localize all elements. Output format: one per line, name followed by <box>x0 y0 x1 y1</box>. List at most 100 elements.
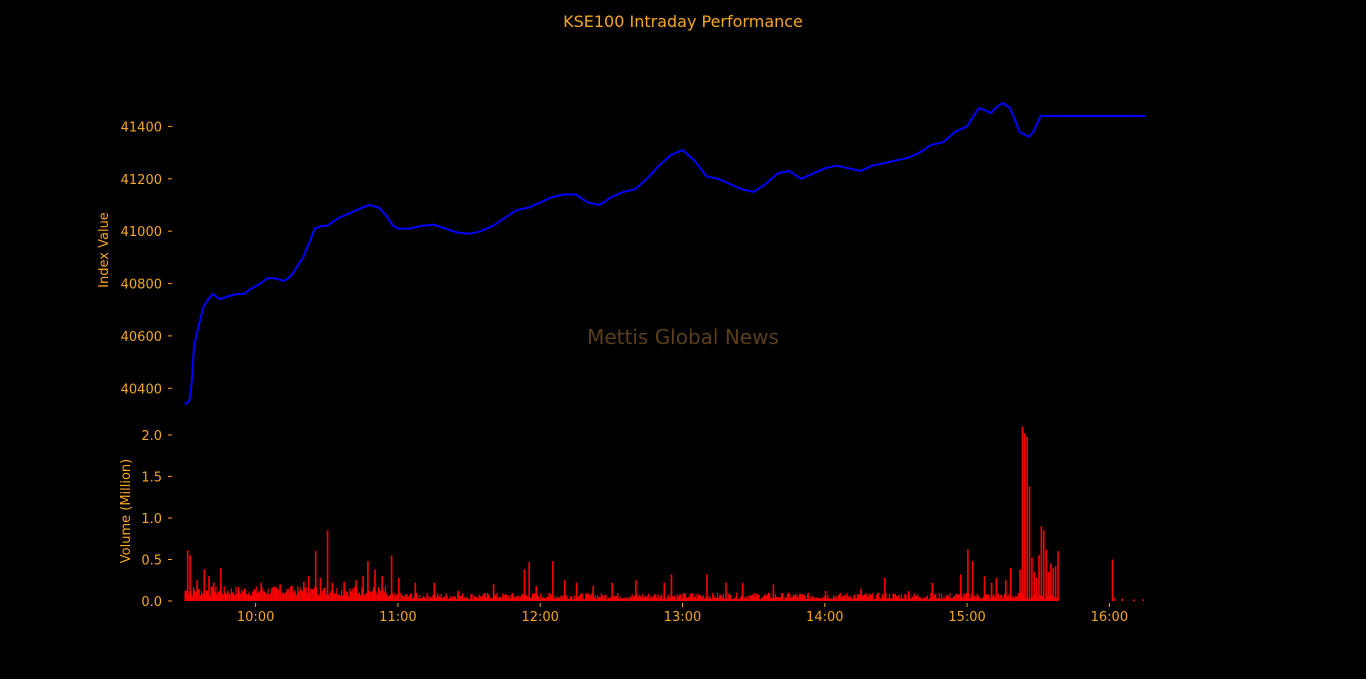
volume-bar <box>1015 596 1017 601</box>
volume-bar <box>886 598 888 601</box>
volume-bar <box>751 594 753 601</box>
volume-bar <box>215 586 217 601</box>
price-y-tick-label: 41200 <box>121 173 162 188</box>
volume-bar <box>281 592 283 601</box>
volume-bar <box>550 595 553 601</box>
volume-bar <box>964 595 966 601</box>
volume-bar <box>742 598 745 601</box>
volume-bar <box>533 594 535 601</box>
volume-bar <box>871 594 873 601</box>
volume-spike <box>303 581 305 601</box>
volume-bar <box>862 595 864 601</box>
volume-spike <box>208 576 210 601</box>
volume-bar <box>618 598 620 601</box>
volume-bar <box>444 596 446 601</box>
volume-bar <box>427 595 429 601</box>
volume-bar <box>530 596 532 601</box>
volume-bar <box>720 595 722 601</box>
volume-bar <box>769 593 771 601</box>
volume-bar <box>574 598 576 601</box>
volume-bar <box>956 594 958 601</box>
volume-bar <box>434 594 436 601</box>
volume-bar <box>726 599 728 601</box>
x-tick-label: 13:00 <box>664 610 701 625</box>
volume-bar <box>1002 598 1004 601</box>
volume-bar <box>234 595 236 601</box>
volume-bar <box>346 591 349 601</box>
volume-bar <box>693 596 695 601</box>
volume-bar <box>790 597 792 601</box>
volume-bar <box>820 598 822 601</box>
volume-bar <box>316 587 318 601</box>
volume-bar <box>607 597 609 601</box>
volume-bar <box>1056 597 1058 601</box>
volume-bar <box>791 597 793 601</box>
volume-bar <box>712 592 714 601</box>
volume-bar <box>734 597 736 601</box>
volume-bar <box>837 595 840 601</box>
volume-bar <box>1037 597 1039 601</box>
volume-bar <box>842 596 844 601</box>
volume-bar <box>802 594 804 601</box>
volume-bar <box>284 593 286 601</box>
volume-bar <box>218 590 221 601</box>
volume-bar <box>657 594 659 601</box>
volume-bar <box>899 598 901 601</box>
volume-bar <box>496 592 498 601</box>
volume-bar <box>793 595 796 601</box>
volume-bar <box>504 594 506 601</box>
volume-bar <box>688 596 690 601</box>
volume-bar <box>402 595 404 601</box>
volume-bar <box>493 594 496 601</box>
volume-bar <box>282 592 285 601</box>
volume-bar <box>320 595 323 601</box>
volume-bar <box>332 592 334 601</box>
volume-bar <box>735 592 738 601</box>
volume-bar <box>338 594 340 601</box>
volume-bar <box>459 596 461 601</box>
volume-bar <box>1007 593 1009 601</box>
volume-bar <box>567 598 569 601</box>
volume-bar <box>659 596 662 601</box>
volume-spike <box>1031 557 1033 601</box>
volume-bar <box>829 598 831 601</box>
volume-bar <box>933 594 936 601</box>
volume-bar <box>893 593 895 601</box>
volume-bar <box>586 592 588 601</box>
volume-bar <box>770 597 772 601</box>
volume-bar <box>761 597 764 601</box>
volume-bar <box>482 595 484 601</box>
volume-bar <box>729 594 732 601</box>
volume-bar <box>646 596 649 601</box>
volume-bar <box>968 593 970 601</box>
volume-bar <box>810 596 812 601</box>
volume-bar <box>216 594 218 601</box>
volume-bar <box>542 597 544 601</box>
volume-bar <box>938 592 940 601</box>
volume-bar <box>357 593 359 601</box>
x-tick: 14:00 <box>806 603 844 625</box>
volume-bar <box>241 590 243 601</box>
volume-bar <box>581 593 583 601</box>
volume-bar <box>410 594 413 601</box>
volume-bar <box>758 594 760 601</box>
volume-bar <box>939 598 942 601</box>
volume-bar <box>224 591 227 601</box>
volume-bar <box>489 596 491 601</box>
volume-bar <box>560 595 562 601</box>
volume-bar <box>760 598 762 601</box>
volume-bar <box>1000 594 1002 601</box>
volume-bar <box>304 588 306 601</box>
volume-bar <box>480 597 483 601</box>
volume-bar <box>265 593 267 601</box>
volume-spike <box>1133 599 1135 601</box>
volume-bar <box>333 593 336 601</box>
volume-bar <box>217 591 219 601</box>
volume-bar <box>728 593 730 601</box>
volume-bar <box>900 594 902 601</box>
volume-bar <box>752 594 754 601</box>
volume-bar <box>507 597 509 601</box>
volume-bar <box>514 597 516 601</box>
volume-bar <box>285 592 287 601</box>
volume-bar <box>240 593 242 601</box>
